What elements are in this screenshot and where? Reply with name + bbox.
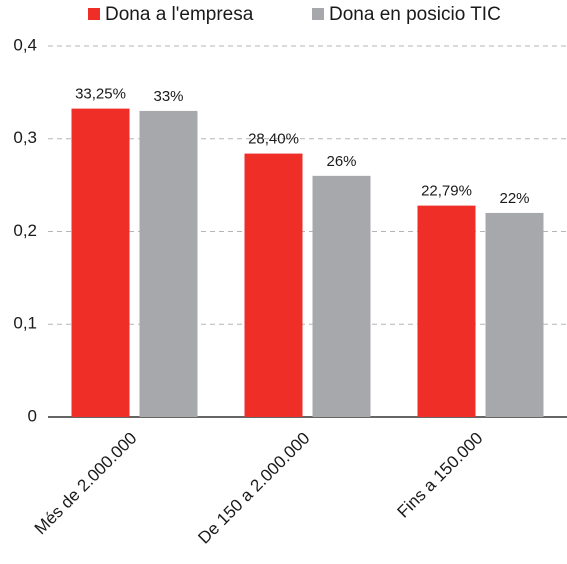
x-tick-label: Més de 2.000.000 [31,429,141,539]
bar [417,205,476,417]
bar [71,108,130,417]
data-label: 26% [326,153,356,170]
bar [244,153,303,417]
y-tick-label: 0,3 [13,128,37,147]
data-label: 22,79% [421,183,472,200]
x-tick-label: Fins a 150.000 [394,429,487,522]
data-label: 33,25% [75,86,126,103]
bar [312,175,371,417]
legend-label: Dona a l'empresa [105,4,254,25]
bar [139,110,198,418]
data-label: 22% [499,190,529,207]
x-tick-label: De 150 a 2.000.000 [194,429,313,548]
data-label: 33% [153,88,183,105]
y-tick-label: 0 [28,406,37,425]
bar [485,212,544,417]
legend-label: Dona en posicio TIC [329,4,501,25]
y-tick-label: 0,1 [13,314,37,333]
y-tick-label: 0,4 [13,35,37,54]
legend-swatch [312,8,324,20]
data-label: 28,40% [248,131,299,148]
legend-swatch [88,8,100,20]
y-tick-label: 0,2 [13,221,37,240]
